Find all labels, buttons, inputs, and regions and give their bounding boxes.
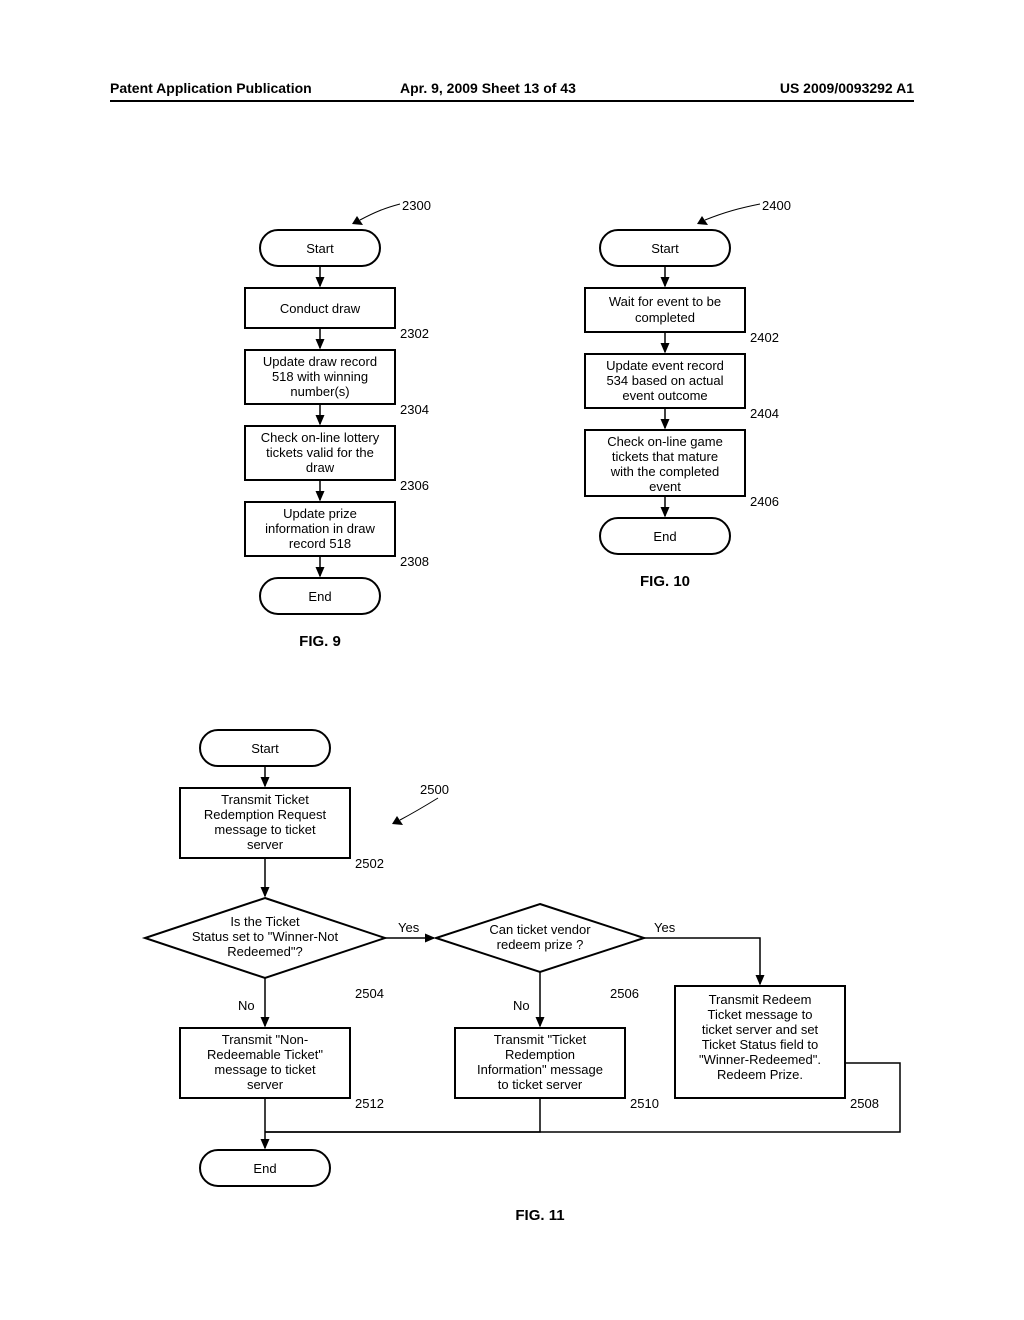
svg-text:2402: 2402	[750, 330, 779, 345]
fig11-node-2512: Transmit "Non- Redeemable Ticket" messag…	[180, 1028, 384, 1111]
svg-text:event: event	[649, 479, 681, 494]
header-mid: Apr. 9, 2009 Sheet 13 of 43	[400, 80, 576, 96]
svg-text:draw: draw	[306, 460, 335, 475]
fig11-node-2502: Transmit Ticket Redemption Request messa…	[180, 788, 384, 871]
svg-text:Update prize: Update prize	[283, 506, 357, 521]
fig9-node-2302: Conduct draw 2302	[245, 288, 429, 341]
svg-text:2506: 2506	[610, 986, 639, 1001]
svg-text:Information" message: Information" message	[477, 1062, 603, 1077]
svg-text:record 518: record 518	[289, 536, 351, 551]
svg-text:message to ticket: message to ticket	[214, 822, 316, 837]
svg-text:Check on-line lottery: Check on-line lottery	[261, 430, 380, 445]
svg-text:server: server	[247, 1077, 284, 1092]
svg-text:redeem prize ?: redeem prize ?	[497, 937, 584, 952]
svg-text:2302: 2302	[400, 326, 429, 341]
svg-text:End: End	[308, 589, 331, 604]
svg-text:Check on-line game: Check on-line game	[607, 434, 723, 449]
svg-text:ticket server and set: ticket server and set	[702, 1022, 819, 1037]
svg-text:completed: completed	[635, 310, 695, 325]
fig10-end: End	[600, 518, 730, 554]
svg-text:Wait for event to be: Wait for event to be	[609, 294, 721, 309]
svg-text:Redeemable Ticket": Redeemable Ticket"	[207, 1047, 323, 1062]
svg-text:Transmit "Ticket: Transmit "Ticket	[494, 1032, 587, 1047]
svg-text:Can ticket vendor: Can ticket vendor	[489, 922, 591, 937]
svg-text:2304: 2304	[400, 402, 429, 417]
fig11-node-2508: Transmit Redeem Ticket message to ticket…	[675, 986, 879, 1111]
svg-text:Is the Ticket: Is the Ticket	[230, 914, 300, 929]
svg-text:534 based on actual: 534 based on actual	[606, 373, 723, 388]
fig10-ref: 2400	[762, 200, 791, 213]
svg-text:Transmit "Non-: Transmit "Non-	[222, 1032, 308, 1047]
svg-text:Redemption Request: Redemption Request	[204, 807, 327, 822]
svg-text:2504: 2504	[355, 986, 384, 1001]
svg-text:2502: 2502	[355, 856, 384, 871]
svg-text:2306: 2306	[400, 478, 429, 493]
svg-text:Conduct draw: Conduct draw	[280, 301, 361, 316]
page: Patent Application Publication Apr. 9, 2…	[0, 0, 1024, 1320]
fig9-node-2306: Check on-line lottery tickets valid for …	[245, 426, 429, 493]
fig9-ref: 2300	[402, 200, 431, 213]
svg-text:Redeem Prize.: Redeem Prize.	[717, 1067, 803, 1082]
svg-text:2508: 2508	[850, 1096, 879, 1111]
fig11-end: End	[200, 1150, 330, 1186]
svg-text:Start: Start	[651, 241, 679, 256]
svg-text:Yes: Yes	[654, 920, 676, 935]
header-right: US 2009/0093292 A1	[780, 80, 914, 96]
svg-text:End: End	[253, 1161, 276, 1176]
fig10-node-2402: Wait for event to be completed 2402	[585, 288, 779, 345]
svg-text:2404: 2404	[750, 406, 779, 421]
svg-text:server: server	[247, 837, 284, 852]
svg-text:"Winner-Redeemed".: "Winner-Redeemed".	[699, 1052, 821, 1067]
svg-text:2510: 2510	[630, 1096, 659, 1111]
svg-text:2308: 2308	[400, 554, 429, 569]
header-left: Patent Application Publication	[110, 80, 312, 96]
svg-text:End: End	[653, 529, 676, 544]
svg-text:Start: Start	[306, 241, 334, 256]
svg-text:tickets valid for the: tickets valid for the	[266, 445, 374, 460]
fig10-svg: 2400 Start Wait for event to be complete…	[530, 200, 810, 620]
svg-text:Ticket message to: Ticket message to	[707, 1007, 812, 1022]
fig11-node-2510: Transmit "Ticket Redemption Information"…	[455, 1028, 659, 1111]
svg-text:Ticket Status field to: Ticket Status field to	[702, 1037, 819, 1052]
svg-text:No: No	[513, 998, 530, 1013]
svg-text:message to ticket: message to ticket	[214, 1062, 316, 1077]
svg-text:Transmit Redeem: Transmit Redeem	[709, 992, 812, 1007]
svg-text:with the completed: with the completed	[610, 464, 719, 479]
svg-text:Start: Start	[251, 741, 279, 756]
page-header: Patent Application Publication Apr. 9, 2…	[110, 80, 914, 102]
svg-text:Status set to "Winner-Not: Status set to "Winner-Not	[192, 929, 339, 944]
svg-text:tickets that mature: tickets that mature	[612, 449, 718, 464]
svg-text:518 with winning: 518 with winning	[272, 369, 368, 384]
fig10-caption: FIG. 10	[640, 573, 690, 590]
fig9-start: Start	[260, 230, 380, 266]
fig11-caption: FIG. 11	[515, 1207, 564, 1224]
fig11-svg: Start Transmit Ticket Redemption Request…	[120, 720, 910, 1280]
svg-text:2512: 2512	[355, 1096, 384, 1111]
svg-text:Update event record: Update event record	[606, 358, 724, 373]
fig9-node-2308: Update prize information in draw record …	[245, 502, 429, 569]
fig11-start: Start	[200, 730, 330, 766]
fig10-node-2406: Check on-line game tickets that mature w…	[585, 430, 779, 509]
svg-text:No: No	[238, 998, 255, 1013]
svg-text:to ticket server: to ticket server	[498, 1077, 583, 1092]
fig9-svg: 2300 Start Conduct draw 2302 Update draw…	[190, 200, 450, 680]
svg-text:Transmit Ticket: Transmit Ticket	[221, 792, 309, 807]
svg-text:Redeemed"?: Redeemed"?	[227, 944, 302, 959]
svg-text:2406: 2406	[750, 494, 779, 509]
fig10-start: Start	[600, 230, 730, 266]
fig9-end: End	[260, 578, 380, 614]
svg-text:Update draw record: Update draw record	[263, 354, 377, 369]
fig10-node-2404: Update event record 534 based on actual …	[585, 354, 779, 421]
svg-text:information in draw: information in draw	[265, 521, 375, 536]
svg-text:Yes: Yes	[398, 920, 420, 935]
svg-text:event outcome: event outcome	[622, 388, 707, 403]
fig9-caption: FIG. 9	[299, 633, 341, 650]
fig9-node-2304: Update draw record 518 with winning numb…	[245, 350, 429, 417]
fig11-ref: 2500	[420, 782, 449, 797]
svg-text:number(s): number(s)	[290, 384, 349, 399]
svg-text:Redemption: Redemption	[505, 1047, 575, 1062]
